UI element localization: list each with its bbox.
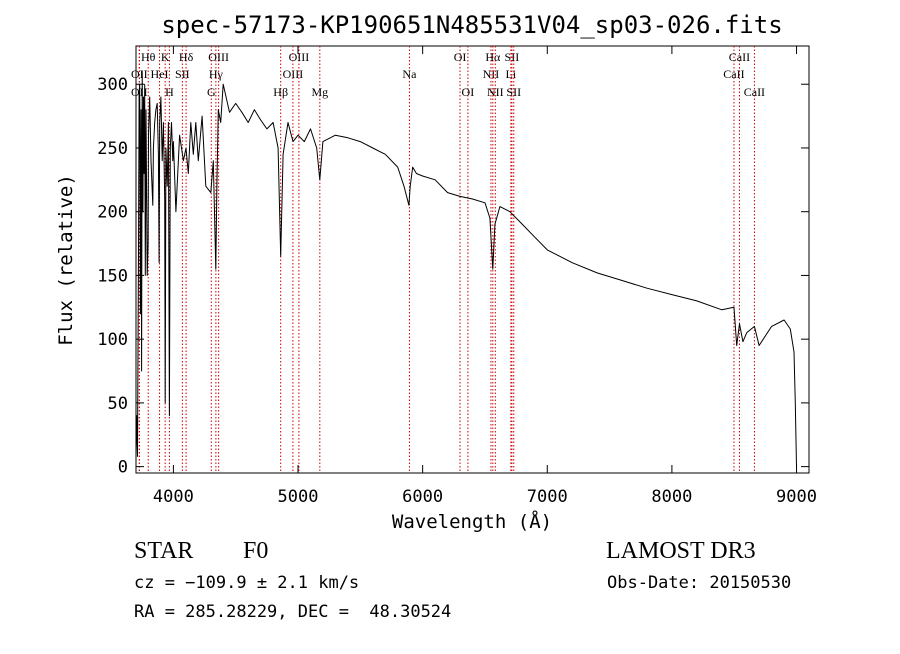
line-marker-label: Hα (485, 50, 501, 64)
x-tick-label: 9000 (776, 487, 817, 507)
line-marker-label: CaII (723, 67, 744, 81)
y-tick-label: 200 (97, 203, 128, 223)
y-tick-label: 0 (118, 458, 128, 478)
redshift-info: cz = −109.9 ± 2.1 km/s (134, 573, 360, 593)
line-marker-label: NII (483, 67, 500, 81)
line-markers: OIIHθOIIHeIKHSIIHδGHγOIIIHβOIIIOIIIMgNaO… (131, 46, 765, 473)
x-tick-label: 6000 (402, 487, 443, 507)
line-marker-label: NII (487, 85, 504, 99)
spectrum-layer (135, 71, 797, 467)
coordinates: RA = 285.28229, DEC = 48.30524 (134, 602, 452, 622)
survey-name: LAMOST DR3 (606, 538, 756, 564)
x-tick-label: 5000 (278, 487, 319, 507)
y-axis-label: Flux (relative) (55, 174, 77, 346)
y-tick-label: 150 (97, 266, 128, 286)
plot-frame (135, 45, 810, 474)
line-marker-label: Mg (311, 85, 328, 99)
line-marker-label: Na (402, 67, 417, 81)
line-marker-label: OI (462, 85, 475, 99)
line-marker-label: Hδ (179, 50, 194, 64)
line-marker-label: OIII (289, 50, 310, 64)
line-marker-label: K (161, 50, 170, 64)
line-marker-label: Hθ (141, 50, 156, 64)
x-axis-label: Wavelength (Å) (392, 510, 552, 533)
line-marker-label: Hγ (209, 67, 224, 81)
line-marker-label: CaII (729, 50, 750, 64)
object-subclass: F0 (243, 538, 269, 564)
line-marker-label: OI (454, 50, 467, 64)
object-class: STAR (134, 538, 194, 564)
line-marker-label: HeI (151, 67, 169, 81)
x-tick-label: 4000 (153, 487, 194, 507)
axes-layer: 4000 5000 6000 7000 8000 9000 0 50 100 150 200 250 3… (97, 46, 817, 507)
line-marker-label: H (165, 85, 174, 99)
chart-title: spec-57173-KP190651N485531V04_sp03-026.f… (161, 11, 782, 39)
line-marker-label: SII (175, 67, 190, 81)
x-tick-label: 7000 (527, 487, 568, 507)
line-marker-label: SII (506, 85, 521, 99)
y-tick-label: 250 (97, 139, 128, 159)
line-marker-label: SII (505, 50, 520, 64)
line-marker-label: Hβ (273, 85, 288, 99)
line-marker-label: Li (506, 67, 517, 81)
y-tick-label: 300 (97, 75, 128, 95)
line-marker-label: OIII (208, 50, 229, 64)
y-tick-label: 50 (108, 394, 128, 414)
x-tick-label: 8000 (651, 487, 692, 507)
line-marker-label: CaII (744, 85, 765, 99)
spectrum-line (135, 71, 797, 467)
line-marker-label: G (207, 85, 216, 99)
line-marker-label: OIII (283, 67, 304, 81)
y-tick-label: 100 (97, 330, 128, 350)
obs-date: Obs-Date: 20150530 (607, 573, 792, 593)
